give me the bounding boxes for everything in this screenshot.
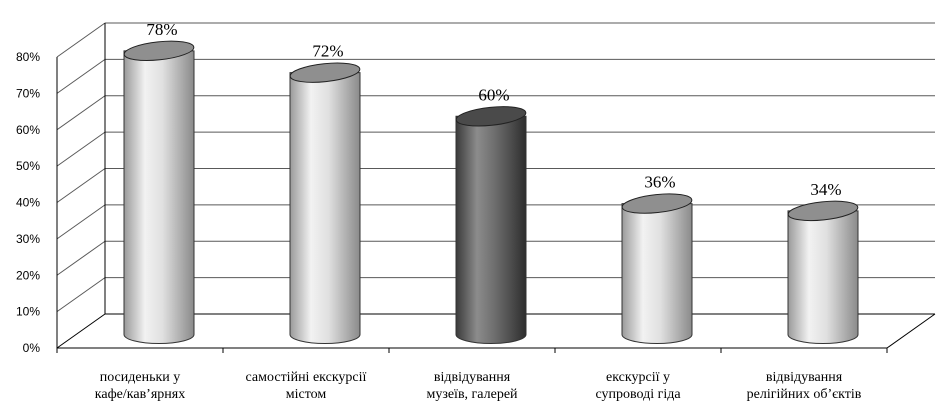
data-labels: 78% 72% 60% 36% 34% <box>146 20 841 199</box>
y-tick-label: 50% <box>16 159 40 173</box>
category-label: самостійні екскурсії містом <box>246 370 367 402</box>
bar <box>455 106 527 345</box>
grid-line-side <box>56 277 106 313</box>
bar-top <box>621 193 693 214</box>
floor-edge <box>886 313 936 349</box>
grid-line-side <box>56 131 106 167</box>
bar <box>123 40 195 345</box>
y-tick-label: 30% <box>16 232 40 246</box>
y-tick-label: 10% <box>16 305 40 319</box>
grid-line-side <box>56 204 106 240</box>
data-label: 60% <box>478 85 509 104</box>
category-label: екскурсії у супроводі гіда <box>595 370 681 402</box>
grid-line-side <box>56 22 106 58</box>
bar-top <box>455 106 527 127</box>
bar-body <box>123 50 195 345</box>
bar <box>787 200 859 345</box>
bars <box>123 40 859 345</box>
grid-line-side <box>56 58 106 94</box>
bar-body <box>787 210 859 345</box>
data-label: 34% <box>810 180 841 199</box>
bar-body <box>289 72 361 345</box>
data-label: 72% <box>312 42 343 61</box>
grid-line-side <box>56 168 106 203</box>
category-labels: посиденьки у кафе/кав’ярнях самостійні екс… <box>95 370 862 402</box>
category-label: відвідування релігійних об’єктів <box>747 370 862 402</box>
bar-top <box>787 200 859 222</box>
y-tick-label: 60% <box>16 123 40 137</box>
category-label: посиденьки у кафе/кав’ярнях <box>95 370 185 402</box>
bar-top <box>289 62 361 83</box>
bar-body <box>621 203 693 345</box>
y-tick-label: 0% <box>23 341 41 355</box>
axes <box>56 23 936 353</box>
y-tick-label: 40% <box>16 196 40 210</box>
data-label: 78% <box>146 20 177 39</box>
y-tick-label: 70% <box>16 86 40 100</box>
grid-line-side <box>56 313 106 349</box>
data-label: 36% <box>644 173 675 192</box>
y-tick-label: 20% <box>16 268 40 282</box>
bar <box>621 193 693 345</box>
y-tick-label: 80% <box>16 50 40 64</box>
bar <box>289 62 361 345</box>
grid-line-side <box>56 95 106 131</box>
grid-line-side <box>56 240 106 276</box>
category-label: відвідування музеїв, галерей <box>426 370 518 402</box>
y-tick-labels: 0% 10% 20% 30% 40% 50% 60% 70% 80% <box>16 50 40 355</box>
bar-body <box>455 115 527 345</box>
bar-top <box>123 40 195 61</box>
